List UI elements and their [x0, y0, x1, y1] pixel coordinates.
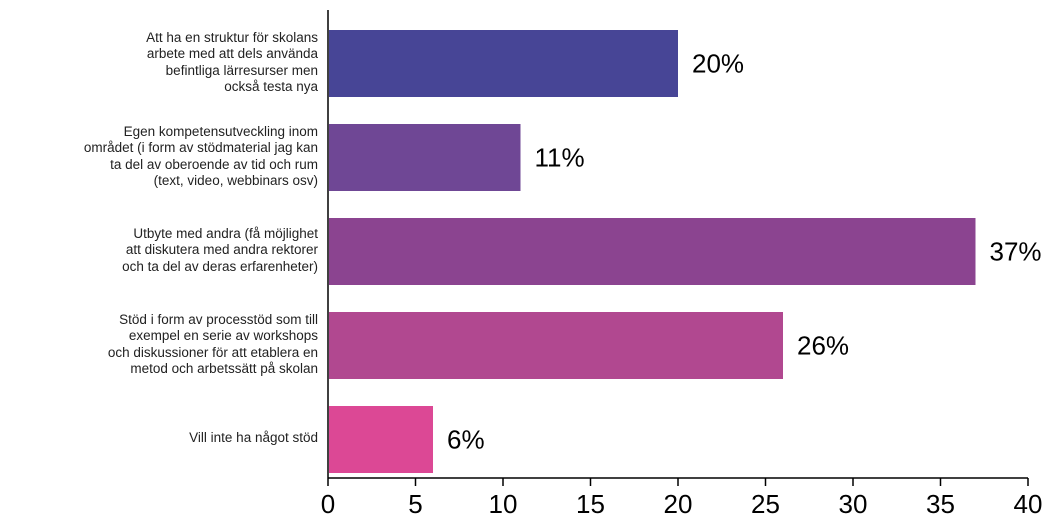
category-label-line: arbete med att dels använda — [146, 46, 318, 61]
bar — [329, 218, 976, 285]
bar — [329, 406, 433, 473]
bar-value-label: 11% — [535, 143, 585, 173]
bar-value-label: 6% — [447, 425, 485, 455]
category-label: Egen kompetensutveckling inom området (i … — [18, 124, 318, 190]
x-tick-label: 25 — [751, 489, 780, 519]
category-label-line: ta del av oberoende av tid och rum — [110, 156, 318, 172]
category-label-line: också testa nya — [224, 79, 318, 94]
category-label-line: Vill inte ha något stöd — [189, 430, 318, 446]
category-label: Utbyte med andra (få möjlighet att diskut… — [18, 226, 318, 276]
bar — [329, 30, 678, 97]
category-label-line: befintliga lärresurser men — [165, 62, 318, 78]
bar — [329, 312, 783, 379]
x-tick-label: 0 — [321, 489, 335, 519]
x-tick-label: 5 — [408, 489, 422, 519]
category-label-line: Att ha en struktur för skolans — [146, 29, 318, 45]
bar-value-label: 37% — [990, 237, 1042, 267]
x-tick-label: 10 — [489, 489, 518, 519]
bar — [329, 124, 521, 191]
category-label-line: metod och arbetssätt på skolan — [130, 361, 318, 376]
category-label: Stöd i form av processtöd som till exempe… — [18, 312, 318, 378]
category-label: Vill inte ha något stöd — [18, 430, 318, 447]
category-label-line: och ta del av deras erfarenheter) — [122, 258, 318, 274]
category-label: Att ha en struktur för skolans arbete med… — [18, 30, 318, 96]
x-tick-label: 15 — [576, 489, 605, 519]
category-label-line: (text, video, webbinars osv) — [153, 173, 318, 188]
category-label-line: och diskussioner för att etablera en — [107, 344, 318, 360]
category-label-line: Egen kompetensutveckling inom — [123, 123, 318, 139]
bar-value-label: 20% — [692, 49, 744, 79]
category-label-line: Stöd i form av processtöd som till — [119, 311, 318, 327]
category-label-line: att diskutera med andra rektorer — [125, 242, 318, 258]
x-tick-label: 30 — [839, 489, 868, 519]
bar-value-label: 26% — [797, 331, 849, 361]
x-tick-label: 40 — [1014, 489, 1043, 519]
category-label-line: området (i form av stödmaterial jag kan — [83, 140, 318, 155]
x-tick-label: 20 — [664, 489, 693, 519]
x-tick-label: 35 — [926, 489, 955, 519]
category-label-line: exempel en serie av workshops — [128, 328, 318, 343]
category-label-line: Utbyte med andra (få möjlighet — [133, 225, 318, 241]
